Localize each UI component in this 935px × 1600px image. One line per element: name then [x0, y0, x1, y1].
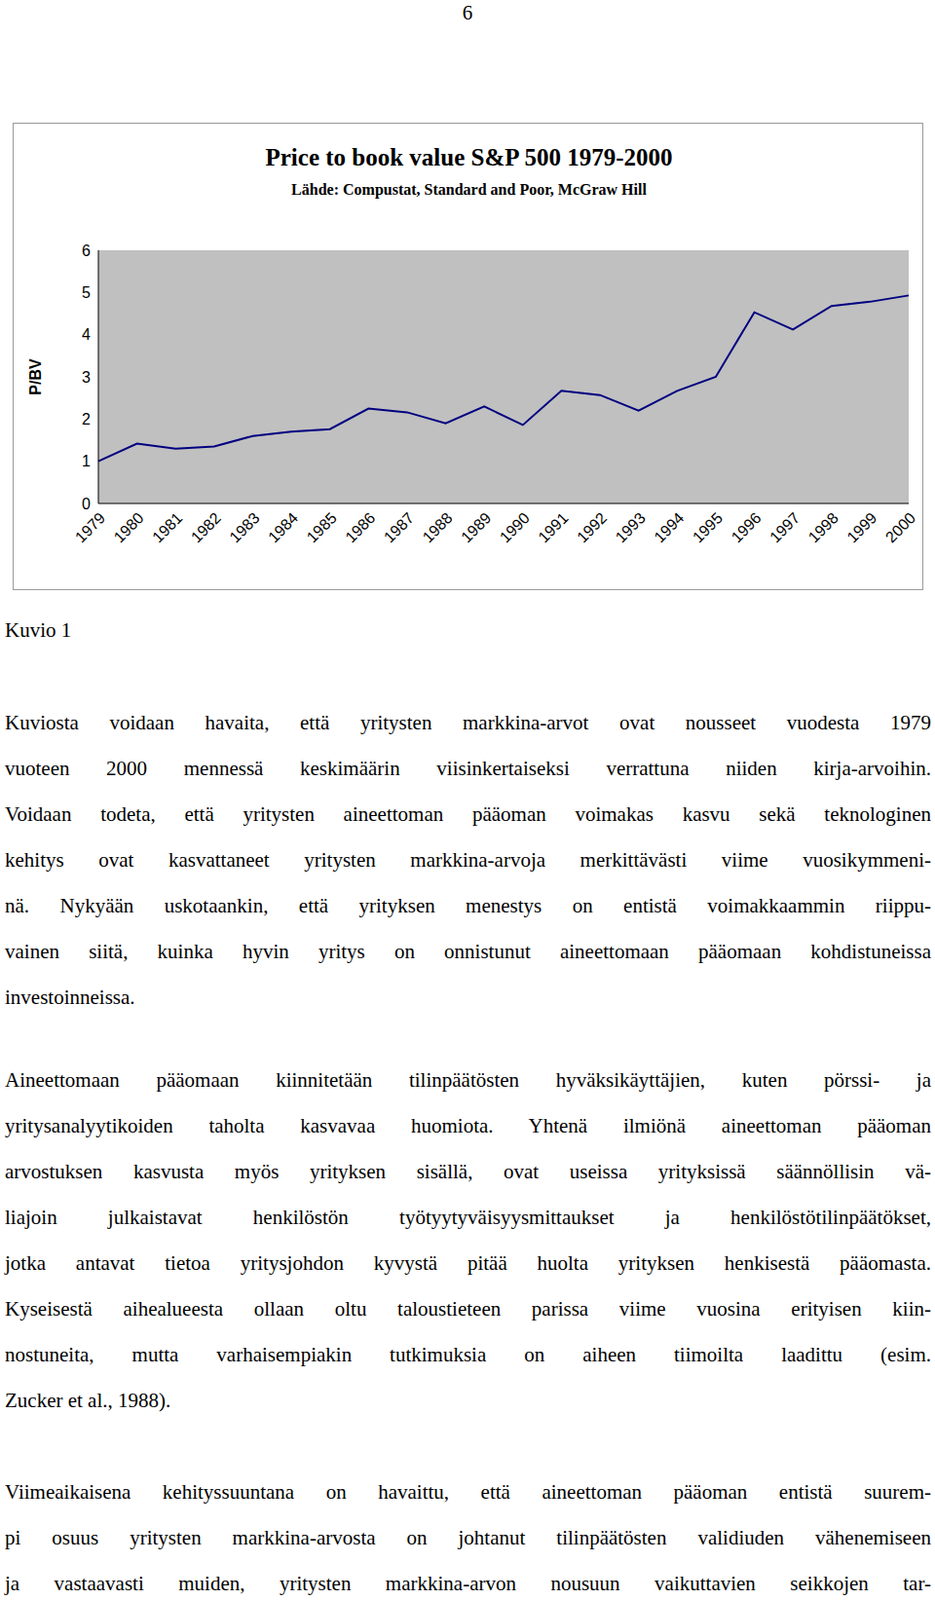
html-text:investoinneissa.: investoinneissa. — [4, 985, 135, 1010]
svg-text:1991: 1991 — [534, 509, 571, 546]
html-text:Lähde: Compustat, Standard and: Lähde: Compustat, Standard and Poor, McG… — [291, 181, 647, 198]
html-text:Voidaan todeta, että yritysten: Voidaan todeta, että yritysten aineettom… — [4, 802, 932, 826]
svg-text:1996: 1996 — [727, 509, 764, 546]
svg-text:1979: 1979 — [72, 509, 109, 546]
svg-text:1997: 1997 — [766, 509, 803, 546]
svg-text:1981: 1981 — [149, 509, 186, 546]
html-text:vainen siitä, kuinka hyvin yri: vainen siitä, kuinka hyvin yritys on onn… — [4, 939, 932, 964]
html-text:nostuneita, mutta varhaisempia: nostuneita, mutta varhaisempiakin tutkim… — [4, 1343, 932, 1367]
html-text:Aineettomaan pääomaan kiinnite: Aineettomaan pääomaan kiinnitetään tilin… — [4, 1068, 932, 1092]
html-text:nä. Nykyään uskotaankin, että: nä. Nykyään uskotaankin, että yrityksen … — [4, 894, 932, 918]
svg-text:1986: 1986 — [341, 509, 378, 546]
svg-text:1980: 1980 — [111, 509, 148, 546]
html-text:kehitys ovat kasvattaneet yrit: kehitys ovat kasvattaneet yritysten mark… — [4, 848, 932, 872]
html-text:6: 6 — [462, 0, 473, 25]
svg-text:1990: 1990 — [496, 509, 533, 546]
svg-text:2000: 2000 — [882, 509, 919, 546]
html-text:Kyseisestä aihealueesta ollaan: Kyseisestä aihealueesta ollaan oltu talo… — [4, 1297, 932, 1321]
html-text:Kuviosta voidaan havaita, että: Kuviosta voidaan havaita, että yritysten… — [4, 710, 932, 735]
svg-text:4: 4 — [81, 326, 91, 343]
svg-text:1988: 1988 — [419, 509, 456, 546]
svg-text:1993: 1993 — [612, 509, 649, 546]
svg-text:2: 2 — [81, 411, 91, 428]
svg-text:1989: 1989 — [457, 509, 494, 546]
html-text:vuoteen 2000 mennessä keskimää: vuoteen 2000 mennessä keskimäärin viisin… — [4, 756, 932, 781]
svg-text:P/BV: P/BV — [27, 358, 44, 396]
svg-text:1985: 1985 — [303, 509, 340, 546]
svg-text:0: 0 — [81, 495, 91, 513]
svg-text:1999: 1999 — [843, 509, 880, 546]
html-text:Price to book value S&P 500 19: Price to book value S&P 500 1979-2000 — [265, 144, 673, 171]
svg-text:3: 3 — [81, 369, 91, 386]
svg-text:1992: 1992 — [573, 509, 610, 546]
svg-text:1984: 1984 — [264, 509, 301, 546]
html-text:Viimeaikaisena kehityssuuntana: Viimeaikaisena kehityssuuntana on havait… — [4, 1480, 932, 1504]
html-text:yritysanalyytikoiden taholta k: yritysanalyytikoiden taholta kasvavaa hu… — [4, 1114, 932, 1138]
svg-text:1987: 1987 — [380, 509, 417, 546]
svg-text:1: 1 — [81, 452, 91, 470]
svg-text:1995: 1995 — [689, 509, 726, 546]
html-text:pi osuus yritysten markkina-ar: pi osuus yritysten markkina-arvosta on j… — [4, 1526, 932, 1550]
svg-text:1983: 1983 — [225, 509, 262, 546]
html-text:Kuvio 1: Kuvio 1 — [4, 618, 72, 642]
html-text:liajoin julkaistavat henkilöst: liajoin julkaistavat henkilöstön työtyyt… — [4, 1205, 932, 1230]
html-text:ja vastaavasti muiden, yrityst: ja vastaavasti muiden, yritysten markkin… — [4, 1571, 932, 1596]
html-text:jotka antavat tietoa yritysjoh: jotka antavat tietoa yritysjohdon kyvyst… — [4, 1251, 932, 1275]
svg-text:1994: 1994 — [650, 509, 687, 546]
html-text:Zucker et al., 1988).: Zucker et al., 1988). — [4, 1388, 171, 1413]
svg-text:1998: 1998 — [805, 509, 842, 546]
html-text:arvostuksen kasvusta myös yrit: arvostuksen kasvusta myös yrityksen sisä… — [4, 1159, 932, 1184]
svg-text:5: 5 — [81, 284, 91, 301]
svg-text:1982: 1982 — [187, 509, 225, 546]
svg-text:6: 6 — [81, 242, 91, 260]
